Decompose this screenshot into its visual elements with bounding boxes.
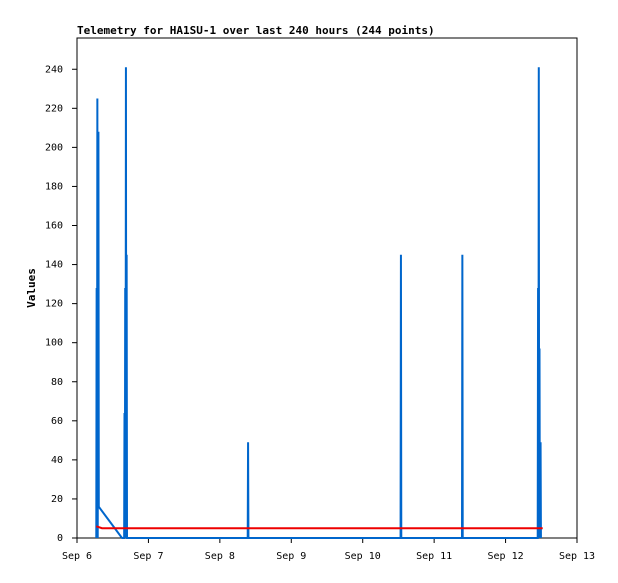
y-tick-label: 60: [51, 416, 63, 427]
y-tick-label: 220: [45, 103, 63, 114]
plot-frame: [76, 37, 578, 539]
series-line: [95, 67, 542, 539]
y-tick-label: 240: [45, 64, 63, 75]
y-tick-label: 100: [45, 338, 63, 349]
y-tick-label: 200: [45, 142, 63, 153]
chart-title: Telemetry for HA1SU-1 over last 240 hour…: [77, 24, 435, 37]
y-tick-label: 80: [51, 377, 63, 388]
x-tick-label: Sep 6: [62, 551, 92, 562]
series-line: [95, 525, 543, 530]
x-tick-label: Sep 11: [416, 551, 452, 562]
y-tick-label: 40: [51, 455, 63, 466]
x-tick-label: Sep 13: [559, 551, 595, 562]
y-tick-label: 0: [57, 533, 63, 544]
x-tick-label: Sep 7: [133, 551, 163, 562]
y-tick-label: 180: [45, 181, 63, 192]
x-tick-label: Sep 9: [276, 551, 306, 562]
y-tick-label: 140: [45, 260, 63, 271]
y-tick-label: 20: [51, 494, 63, 505]
x-tick-label: Sep 8: [205, 551, 235, 562]
y-tick-label: 160: [45, 221, 63, 232]
y-tick-label: 120: [45, 299, 63, 310]
x-tick-label: Sep 12: [488, 551, 524, 562]
x-tick-label: Sep 10: [345, 551, 381, 562]
y-axis-label: Values: [25, 268, 38, 308]
